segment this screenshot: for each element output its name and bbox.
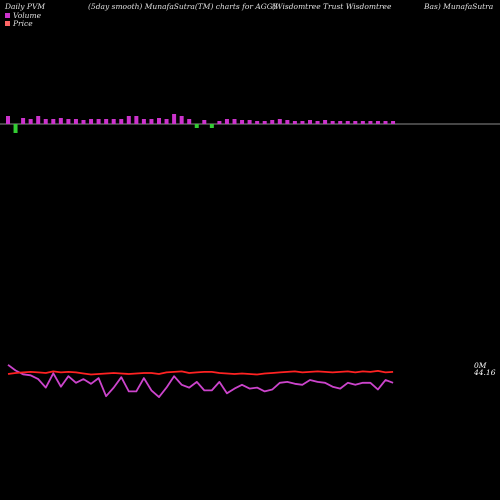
volume-end-label: 0M [474, 361, 487, 370]
legend-price-label: Price [13, 19, 33, 28]
volume-bar [360, 121, 365, 124]
volume-bar [209, 124, 214, 128]
volume-bar [345, 121, 350, 124]
volume-bar [51, 119, 56, 124]
price-end-label: 44.16 [473, 368, 496, 377]
volume-bar [285, 120, 290, 124]
volume-bar [13, 124, 18, 133]
volume-bar [187, 119, 192, 124]
volume-bar [330, 121, 335, 124]
volume-bar [217, 121, 222, 124]
volume-bar [202, 120, 207, 124]
volume-bar [308, 120, 312, 124]
volume-bar [111, 119, 116, 124]
volume-bar [28, 119, 33, 124]
volume-bar [338, 121, 343, 124]
volume-bar [66, 119, 71, 124]
volume-bar [6, 116, 10, 124]
volume-bar [323, 120, 328, 124]
volume-bar [141, 119, 146, 124]
volume-bar [300, 121, 305, 124]
legend-volume-label: Volume [13, 11, 42, 20]
volume-bar [240, 120, 245, 124]
volume-bar [315, 121, 320, 124]
volume-bar [383, 121, 388, 124]
legend-price: Price [5, 19, 33, 28]
volume-bar [119, 119, 124, 124]
header-right-title-1: (Wisdomtree Trust Wisdomtree [272, 2, 392, 11]
volume-bar [368, 121, 373, 124]
volume-bar [21, 118, 26, 124]
volume-bar [172, 114, 177, 124]
volume-bar [292, 121, 297, 124]
volume-bar [96, 119, 101, 124]
volume-bar [255, 121, 260, 124]
volume-bars [6, 114, 396, 133]
volume-bar [149, 119, 154, 124]
volume-line [7, 364, 394, 399]
volume-bar [104, 119, 109, 124]
volume-bar [353, 121, 358, 124]
volume-bar [36, 116, 41, 124]
volume-bar [73, 119, 78, 124]
volume-bar [224, 119, 229, 124]
volume-bar [89, 119, 94, 124]
volume-bar [270, 120, 275, 124]
volume-bar [81, 120, 86, 124]
header-right-title-2: Bas) MunafaSutra [424, 2, 494, 11]
volume-bar [164, 119, 169, 124]
price-swatch-icon [5, 21, 10, 26]
volume-bar [157, 118, 161, 124]
volume-bar [262, 121, 267, 124]
volume-bar [391, 121, 396, 124]
volume-bar [194, 124, 199, 128]
price-line [7, 369, 394, 376]
legend-volume: Volume [5, 11, 41, 20]
volume-bar [43, 119, 48, 124]
volume-swatch-icon [5, 13, 10, 18]
volume-bar [126, 116, 131, 124]
volume-bar [134, 116, 139, 124]
volume-bar [375, 121, 380, 124]
volume-bar [232, 119, 237, 124]
volume-bar [179, 116, 184, 124]
volume-bar [277, 119, 282, 124]
header-left-title: Daily PVM [5, 2, 46, 11]
header-center-title: (5day smooth) MunafaSutra(TM) charts for… [88, 2, 278, 11]
volume-bar [58, 118, 63, 124]
volume-bar [247, 120, 252, 124]
